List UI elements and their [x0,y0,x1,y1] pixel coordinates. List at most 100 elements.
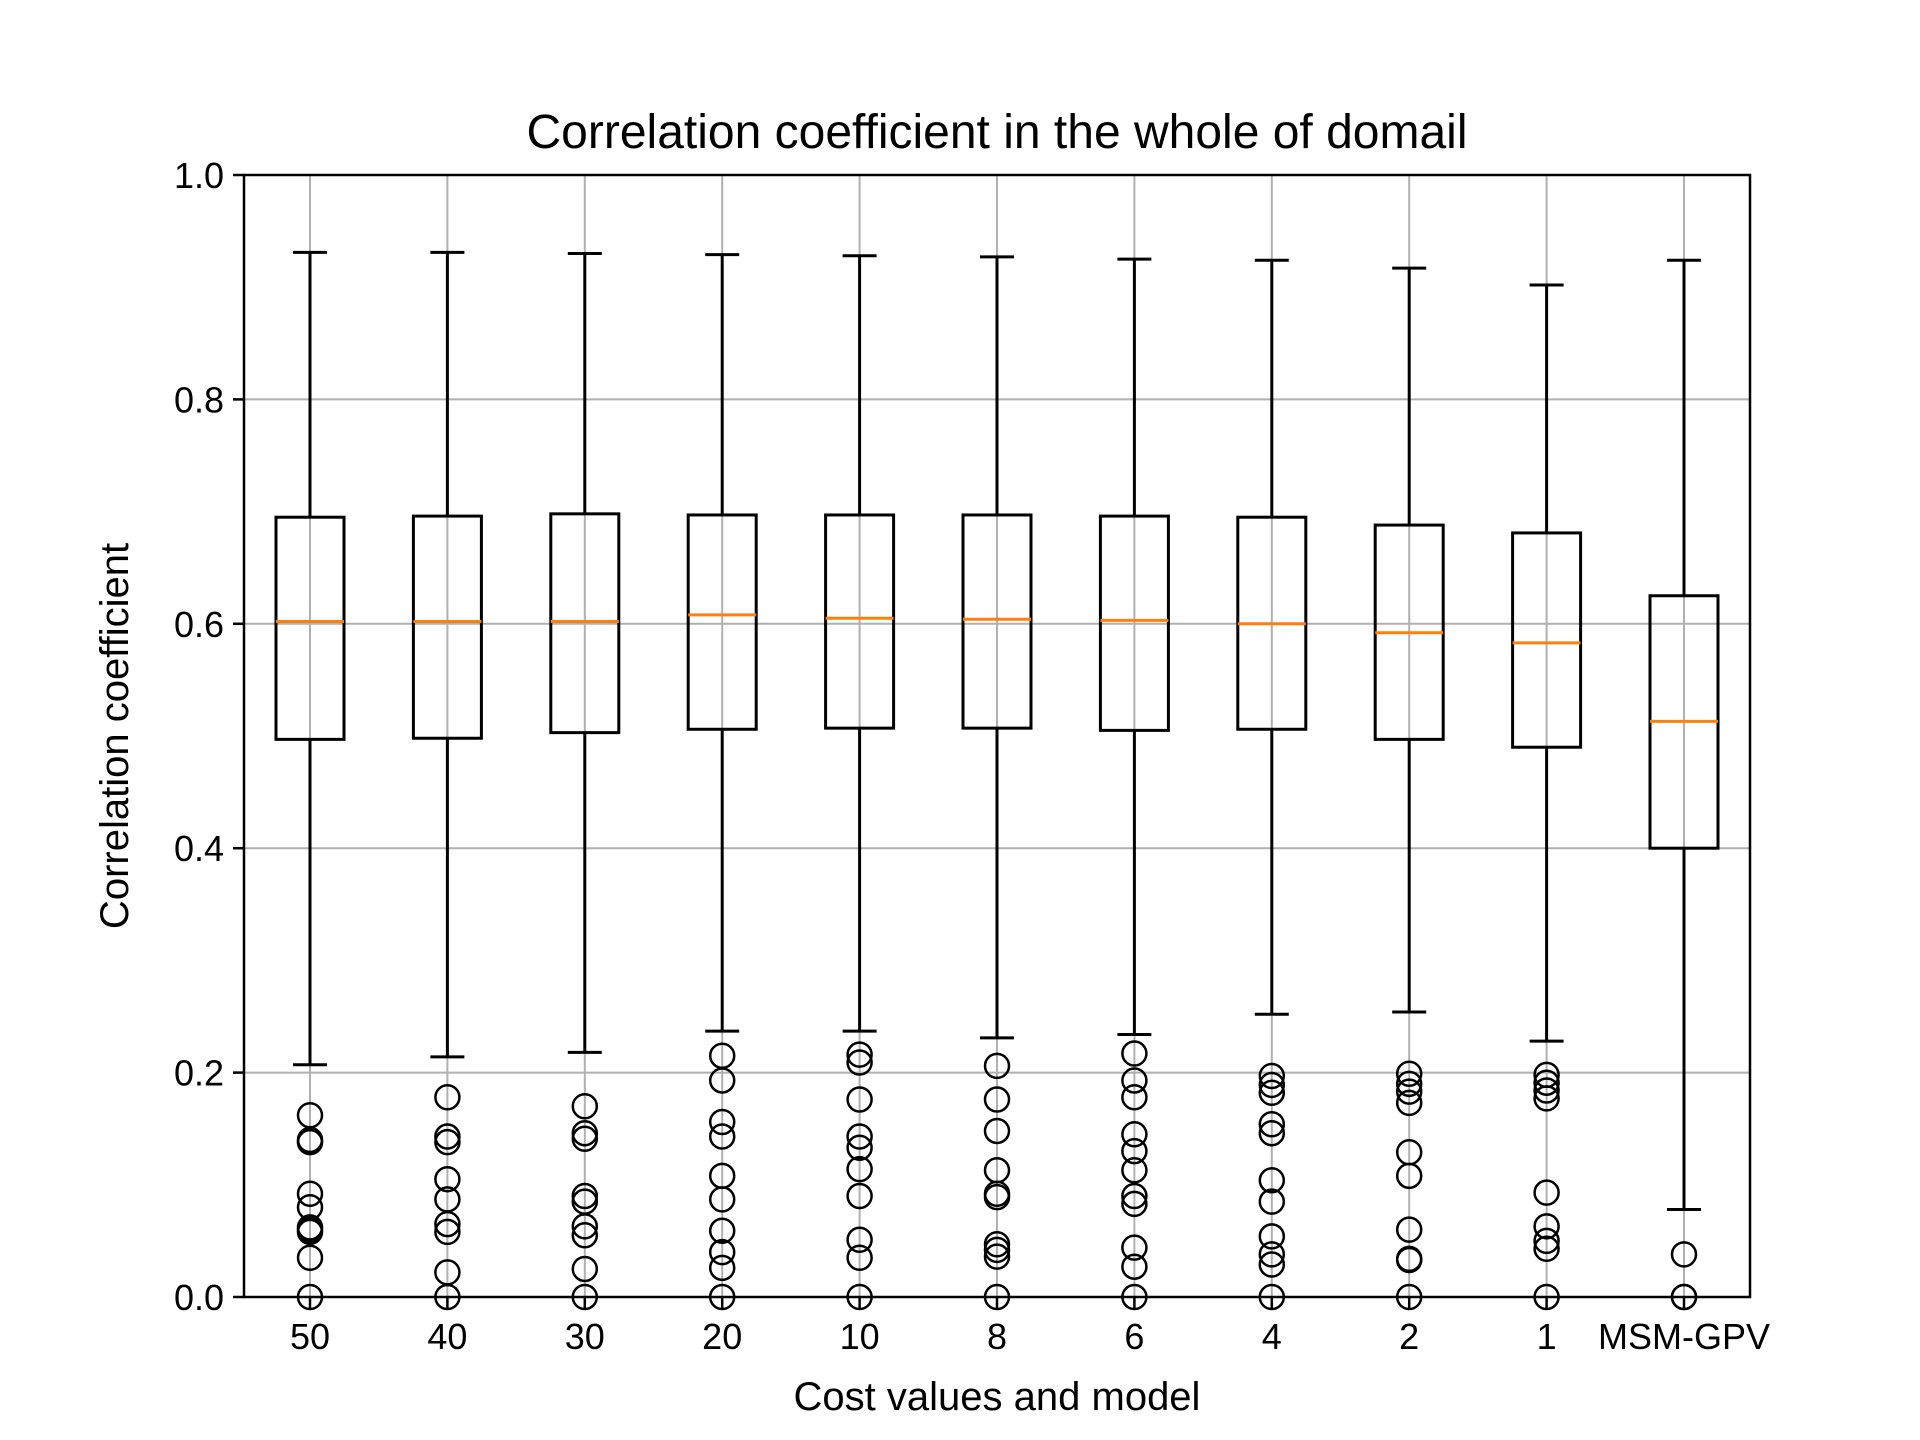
x-tick-label: 1 [1537,1316,1557,1357]
outlier-point [1533,1069,1560,1096]
x-tick-label: 50 [290,1316,330,1357]
outlier-point [296,1218,324,1246]
x-tick-label: 2 [1399,1316,1419,1357]
outlier-point [1258,1241,1286,1268]
outlier-point [571,1213,599,1240]
y-tick-label: 0.2 [174,1053,224,1094]
outlier-point [1121,1121,1148,1148]
outlier-point [1395,1162,1423,1190]
iqr-box [411,514,483,740]
x-tick-label: 8 [987,1316,1007,1357]
x-tick-label: 30 [565,1316,605,1357]
y-axis-label: Correlation coefficient [93,543,137,929]
outlier-point [846,1049,873,1076]
x-tick-label: MSM-GPV [1598,1316,1770,1357]
outlier-point [1258,1119,1286,1147]
outlier-point [708,1254,736,1282]
outlier-point [708,1186,736,1213]
outlier-point [1121,1137,1148,1165]
box-plot-4 [1236,258,1308,1311]
outlier-point [434,1210,461,1238]
outlier-point [983,1243,1011,1270]
outlier-point [1121,1253,1148,1280]
outlier-point [846,1123,873,1150]
outlier-point [846,1155,873,1183]
outlier-point [1121,1234,1148,1261]
outlier-point [571,1093,599,1120]
iqr-box [961,513,1033,730]
outlier-point [1395,1060,1423,1087]
outlier-point [1395,1246,1423,1274]
outlier-point [1395,1216,1423,1243]
iqr-box [686,513,758,731]
outlier-point [1258,1110,1286,1138]
x-tick-label: 6 [1124,1316,1144,1357]
y-tick-label: 0.6 [174,604,224,645]
outlier-point [1121,1084,1148,1111]
outlier-point [1258,1079,1286,1107]
box-plot-30 [549,252,621,1311]
x-tick-label: 40 [427,1316,467,1357]
outlier-point [1533,1235,1560,1263]
outlier-point [1121,1040,1148,1067]
x-axis-label: Cost values and model [794,1375,1201,1419]
outlier-point [434,1218,461,1246]
outlier-point [1258,1167,1286,1194]
outlier-point [708,1108,736,1136]
iqr-box [274,515,346,741]
box-plot-6 [1098,257,1170,1311]
box-plot-40 [411,250,483,1311]
outlier-point [1121,1067,1148,1094]
outlier-point [434,1165,461,1193]
outlier-point [1395,1089,1423,1117]
outlier-point [1533,1077,1560,1104]
outlier-point [708,1238,736,1266]
outlier-point [1258,1223,1286,1250]
outlier-point [1533,1179,1560,1206]
outlier-point [1533,1227,1560,1255]
outlier-point [983,1052,1011,1080]
iqr-box [824,513,896,730]
outlier-point [571,1222,599,1249]
box-plot-50 [274,250,346,1311]
y-tick-label: 0.4 [174,828,224,869]
y-tick-label: 0.8 [174,379,224,420]
outlier-point [983,1117,1011,1145]
outlier-point [846,1134,873,1162]
iqr-box [1098,514,1170,732]
x-tick-label: 10 [840,1316,880,1357]
outlier-point [296,1244,324,1271]
outlier-point [846,1086,873,1113]
outlier-point [708,1217,736,1245]
x-tick-label: 20 [702,1316,742,1357]
iqr-box [1511,531,1583,749]
outlier-point [571,1125,599,1153]
boxes [274,250,1720,1311]
outlier-point [1395,1078,1423,1105]
outlier-point [1533,1213,1560,1240]
outlier-point [434,1128,461,1156]
box-plot-20 [686,253,758,1311]
outlier-point [571,1255,599,1283]
outlier-point [1258,1251,1286,1278]
axis-ticks: 0.0 0.2 0.4 0.6 0.8 1.0 50 40 30 20 10 8 6 4 2 1 MSM-GPV [174,155,1770,1357]
outlier-point [846,1182,873,1210]
box-plot-1 [1511,283,1583,1311]
chart-title: Correlation coefficient in the whole of … [527,106,1468,159]
outlier-point [1533,1085,1560,1112]
outlier-point [846,1226,873,1254]
outlier-point [1258,1188,1286,1215]
outlier-point [1670,1241,1698,1268]
outlier-point [983,1086,1011,1113]
outlier-point [846,1244,873,1271]
outlier-point [1258,1062,1286,1090]
outlier-point [1395,1070,1423,1098]
outlier-point [846,1041,873,1068]
iqr-box [549,512,621,735]
box-plot-2 [1373,266,1445,1311]
outlier-point [296,1180,324,1208]
y-tick-label: 1.0 [174,155,224,196]
outlier-point [708,1067,736,1094]
